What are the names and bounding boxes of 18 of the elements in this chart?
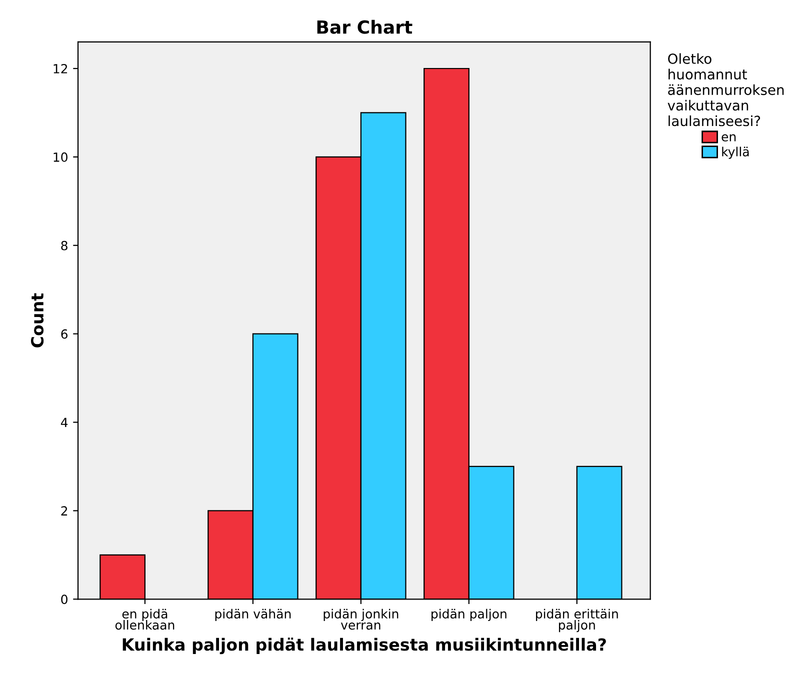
y-tick-label: 6 xyxy=(61,329,68,339)
y-tick-label: 8 xyxy=(61,240,68,250)
legend-title: Oletko huomannut äänenmurroksen vaikuttavan laulamiseesi? xyxy=(668,53,784,126)
x-tick-label: en pidä ollenkaan xyxy=(115,608,174,630)
y-tick-label: 0 xyxy=(61,594,68,604)
y-tick-label: 12 xyxy=(54,64,68,74)
chart-title: Bar Chart xyxy=(317,20,412,34)
x-tick-label: pidän erittäin paljon xyxy=(536,608,618,632)
legend-label: en xyxy=(722,134,736,142)
x-tick-label: pidän paljon xyxy=(432,608,506,621)
y-tick-label: 10 xyxy=(54,152,68,162)
x-axis-title: Kuinka paljon pidät laulamisesta musiikintunneilla? xyxy=(122,638,606,654)
y-tick-label: 2 xyxy=(61,506,68,516)
x-tick-label: pidän vähän xyxy=(215,608,291,621)
y-tick-label: 4 xyxy=(60,418,68,428)
legend-label: kyllä xyxy=(722,146,749,159)
x-tick-label: pidän jonkin verran xyxy=(324,608,398,630)
y-axis-title: Count xyxy=(30,293,44,348)
